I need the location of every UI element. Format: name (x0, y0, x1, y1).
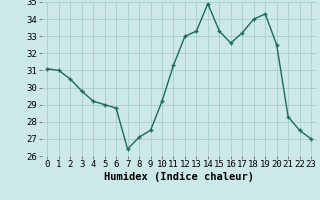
X-axis label: Humidex (Indice chaleur): Humidex (Indice chaleur) (104, 172, 254, 182)
